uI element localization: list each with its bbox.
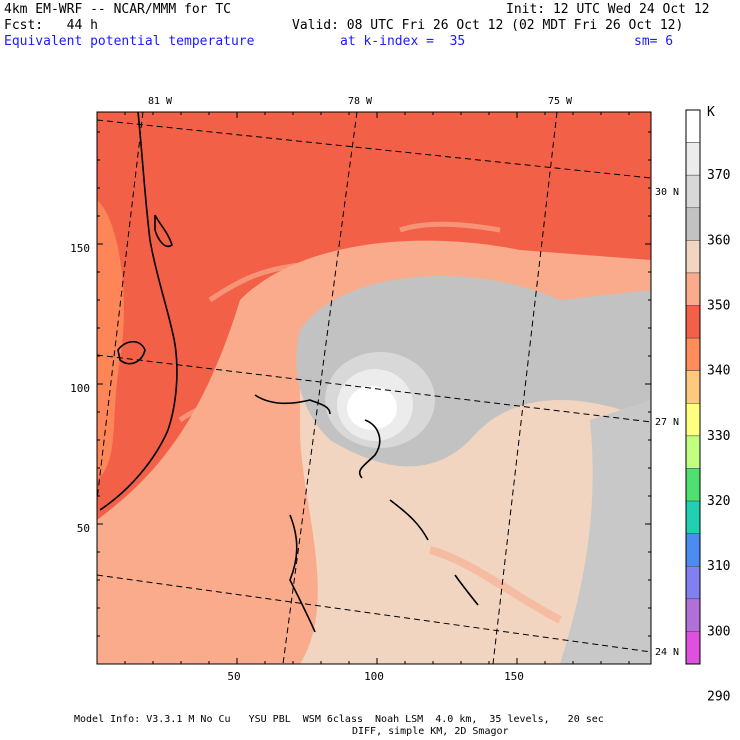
legend-label: 370 (707, 168, 730, 183)
legend-swatch (685, 565, 701, 600)
plot-frame (96, 111, 652, 665)
tick-marks (96, 112, 651, 665)
legend-swatch (685, 272, 701, 306)
legend-label: 290 (707, 690, 730, 705)
legend-swatch (685, 207, 701, 241)
y-tick-labels: 150 100 50 (70, 242, 90, 535)
legend-swatch (685, 240, 701, 274)
legend-swatches (685, 109, 701, 665)
valid-time: Valid: 08 UTC Fri 26 Oct 12 (02 MDT Fri … (292, 18, 684, 33)
footer-model-info: Model Info: V3.3.1 M No Cu YSU PBL WSM 6… (74, 714, 604, 725)
x-tick-labels: 50 100 150 (227, 670, 524, 683)
legend-label: 300 (707, 624, 730, 639)
y-tick-150: 150 (70, 242, 90, 255)
theta-e-field (97, 112, 651, 664)
color-legend: K 370360350340330320310300290280 (685, 105, 730, 705)
k-index: at k-index = 35 (340, 34, 466, 49)
legend-swatch (685, 337, 701, 371)
legend-frame (685, 109, 701, 665)
legend-swatch (685, 142, 701, 176)
legend-label: 360 (707, 233, 730, 248)
legend-labels: 370360350340330320310300290280 (707, 168, 730, 705)
legend-swatch (685, 598, 701, 632)
lat-labels: 30 N 27 N 24 N (655, 187, 679, 658)
legend-swatch (685, 403, 701, 437)
footer-diff: DIFF, simple KM, 2D Smagor (352, 726, 509, 737)
lat-lon-grid (97, 112, 651, 664)
legend-swatch (685, 174, 701, 209)
legend-swatch (685, 370, 701, 404)
legend-swatch (685, 500, 701, 534)
legend-label: 350 (707, 299, 730, 314)
legend-label: 330 (707, 429, 730, 444)
smoothing: sm= 6 (634, 34, 674, 49)
coastlines (99, 111, 479, 633)
legend-swatch (685, 533, 701, 567)
lon-label-81w: 81 W (148, 96, 173, 107)
lat-label-27n: 27 N (655, 417, 679, 428)
legend-label: 310 (707, 559, 730, 574)
x-tick-150: 150 (504, 670, 524, 683)
legend-label: 320 (707, 494, 730, 509)
lat-label-24n: 24 N (655, 647, 679, 658)
legend-swatch (685, 468, 701, 502)
legend-unit: K (707, 105, 715, 120)
legend-swatch (685, 435, 701, 469)
lon-label-78w: 78 W (348, 96, 373, 107)
x-tick-50: 50 (227, 670, 240, 683)
field-name: Equivalent potential temperature (4, 34, 255, 49)
legend-label: 340 (707, 364, 730, 379)
model-title: 4km EM-WRF -- NCAR/MMM for TC (4, 2, 231, 17)
forecast-hour: Fcst: 44 h (4, 18, 98, 33)
lat-label-30n: 30 N (655, 187, 679, 198)
lon-labels: 81 W 78 W 75 W (148, 96, 573, 107)
y-tick-100: 100 (70, 382, 90, 395)
legend-swatch (685, 305, 701, 339)
legend-swatch (685, 109, 701, 143)
legend-swatch (685, 631, 701, 665)
x-tick-100: 100 (364, 670, 384, 683)
y-tick-50: 50 (77, 522, 90, 535)
lon-label-75w: 75 W (548, 96, 573, 107)
init-time: Init: 12 UTC Wed 24 Oct 12 (506, 2, 710, 17)
